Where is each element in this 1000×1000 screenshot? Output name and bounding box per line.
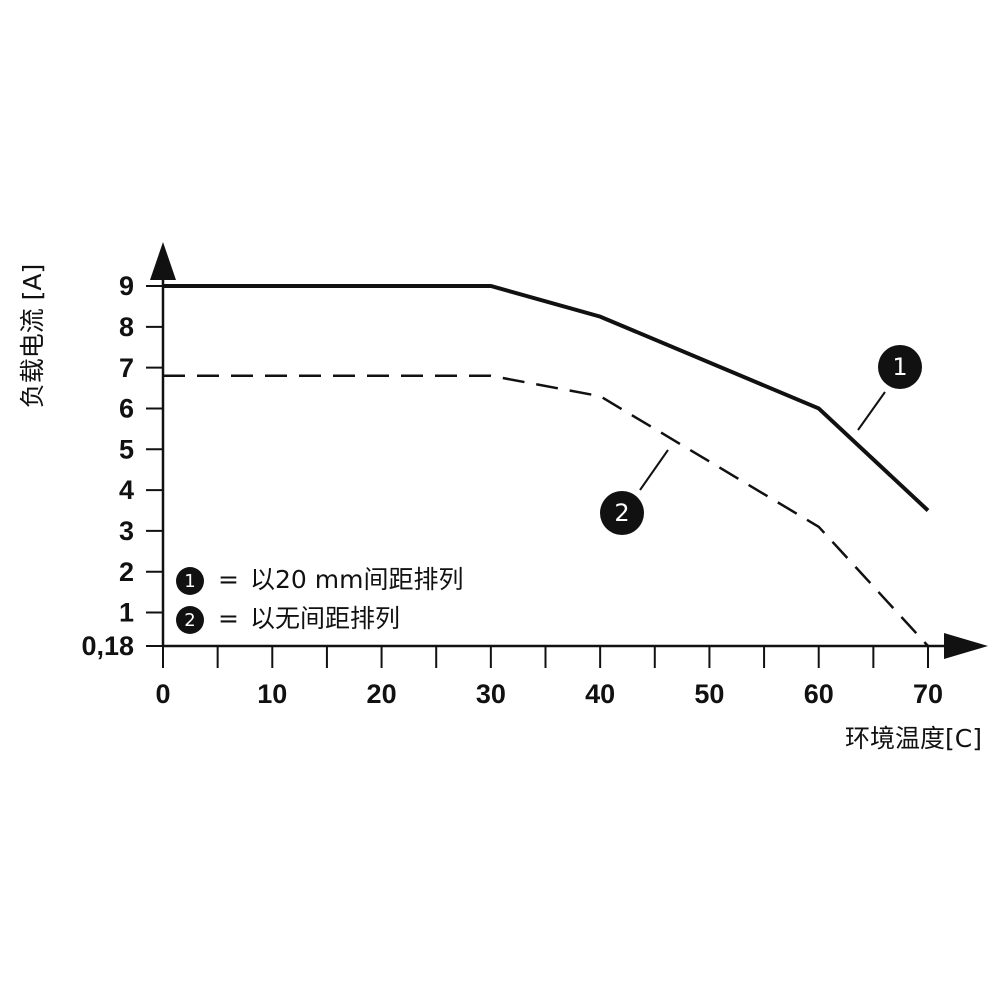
x-tick-label: 30	[476, 679, 506, 709]
y-tick-label: 1	[119, 598, 134, 628]
series-line	[163, 284, 930, 512]
y-tick-label: 5	[119, 434, 134, 464]
x-tick-label: 20	[367, 679, 397, 709]
callout-label: 2	[614, 499, 629, 527]
callout-badge	[600, 491, 644, 535]
y-tick-label: 3	[119, 516, 134, 546]
x-tick-label: 60	[804, 679, 834, 709]
y-tick-label: 8	[119, 312, 134, 342]
y-tick-label: 0,18	[81, 631, 134, 661]
x-arrow	[944, 633, 988, 659]
y-tick-label: 6	[119, 394, 134, 424]
legend-label: 以无间距排列	[250, 604, 400, 633]
y-tick-label: 2	[119, 557, 134, 587]
legend-badge-label: 2	[184, 610, 195, 631]
series-line	[163, 374, 929, 647]
legend-separator: =	[218, 604, 239, 633]
x-tick-label: 40	[585, 679, 615, 709]
y-tick-label: 9	[119, 271, 134, 301]
y-axis-label: 负载电流 [A]	[18, 264, 47, 409]
x-tick-label: 0	[155, 679, 170, 709]
x-axis-label: 环境温度[C]	[845, 724, 982, 753]
legend-badge	[176, 567, 204, 595]
y-tick-label: 4	[119, 475, 134, 505]
y-tick-label: 7	[119, 353, 134, 383]
x-tick-label: 10	[257, 679, 287, 709]
callout-badge	[878, 345, 922, 389]
y-arrow	[150, 242, 176, 280]
x-tick-label: 50	[694, 679, 724, 709]
legend-badge	[176, 606, 204, 634]
legend-badge-label: 1	[184, 571, 195, 592]
legend-separator: =	[218, 565, 239, 594]
x-tick-label: 70	[913, 679, 943, 709]
callout-leader	[857, 391, 886, 431]
callout-leader	[639, 449, 669, 491]
callout-label: 1	[892, 353, 907, 381]
legend-label: 以20 mm间距排列	[250, 565, 463, 594]
